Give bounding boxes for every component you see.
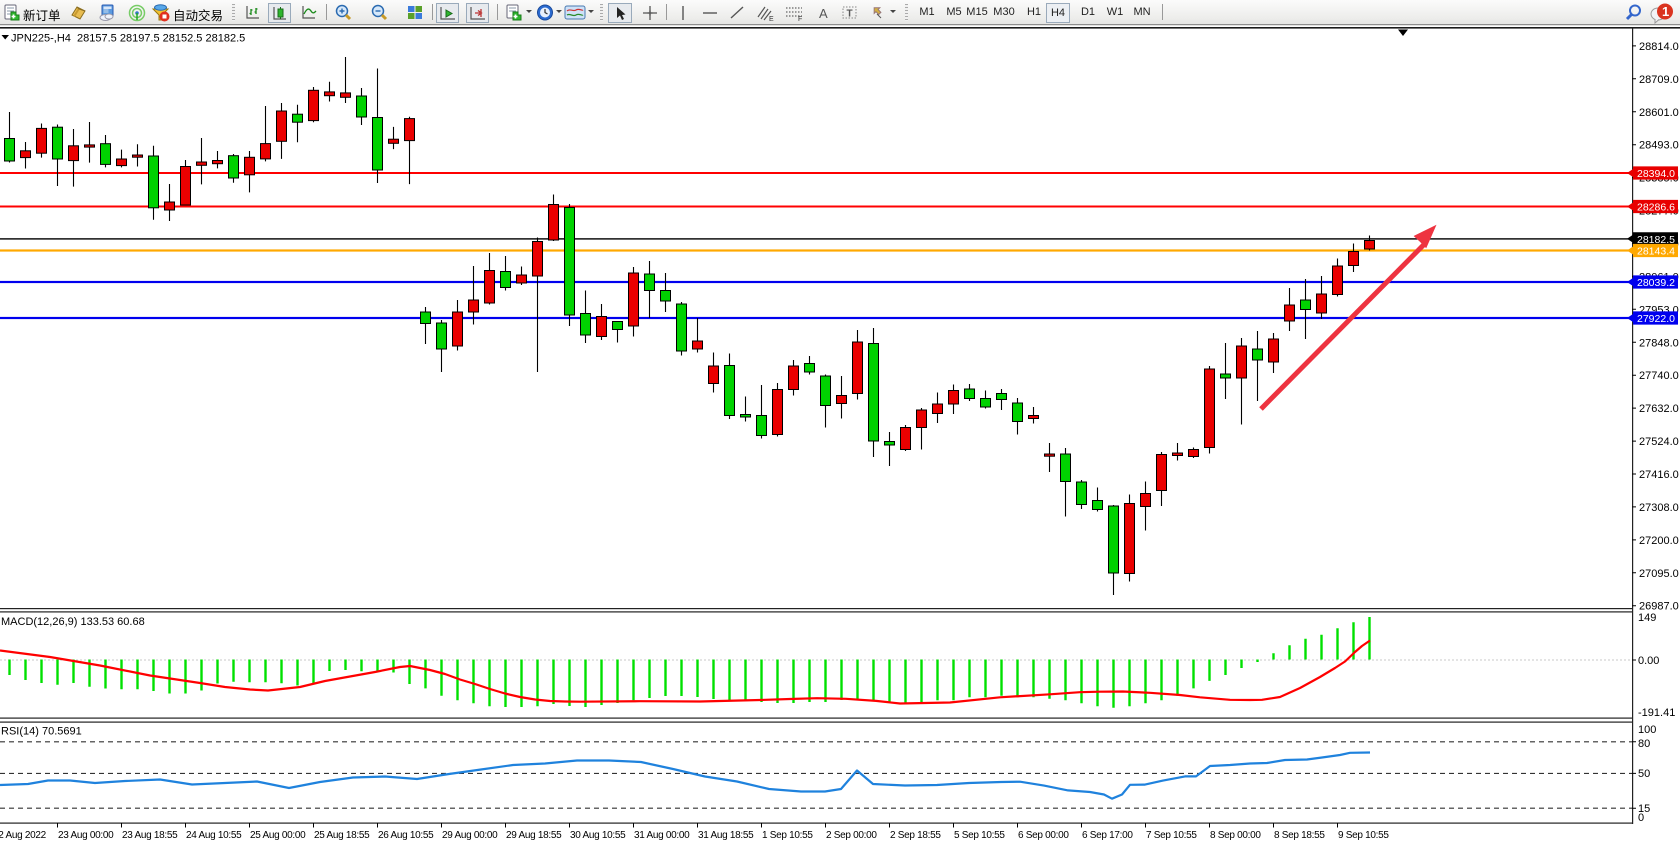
svg-text:0.00: 0.00 [1638,655,1659,667]
svg-text:26 Aug 10:55: 26 Aug 10:55 [378,830,434,841]
svg-text:28814.0: 28814.0 [1639,41,1679,53]
svg-text:28493.0: 28493.0 [1639,140,1679,152]
svg-text:25 Aug 00:00: 25 Aug 00:00 [250,830,306,841]
svg-text:27308.0: 27308.0 [1639,502,1679,514]
svg-text:27632.0: 27632.0 [1639,403,1679,415]
svg-text:8 Sep 18:55: 8 Sep 18:55 [1274,830,1325,841]
svg-text:7 Sep 10:55: 7 Sep 10:55 [1146,830,1197,841]
svg-text:T: T [847,9,853,20]
svg-text:23 Aug 18:55: 23 Aug 18:55 [122,830,178,841]
svg-text:MACD(12,26,9) 133.53 60.68: MACD(12,26,9) 133.53 60.68 [1,616,145,628]
svg-text:23 Aug 00:00: 23 Aug 00:00 [58,830,114,841]
svg-text:1 Sep 10:55: 1 Sep 10:55 [762,830,813,841]
svg-text:6 Sep 00:00: 6 Sep 00:00 [1018,830,1069,841]
svg-text:6 Sep 17:00: 6 Sep 17:00 [1082,830,1133,841]
svg-text:30 Aug 10:55: 30 Aug 10:55 [570,830,626,841]
svg-text:27524.0: 27524.0 [1639,436,1679,448]
svg-text:-191.41: -191.41 [1638,707,1675,719]
svg-text:50: 50 [1638,768,1650,780]
svg-text:A: A [819,6,828,21]
svg-text:15: 15 [1638,803,1650,815]
svg-text:JPN225-,H4 28157.5 28197.5 28: JPN225-,H4 28157.5 28197.5 28152.5 28182… [11,33,245,45]
svg-text:5 Sep 10:55: 5 Sep 10:55 [954,830,1005,841]
svg-text:26987.0: 26987.0 [1639,601,1679,613]
svg-text:29 Aug 00:00: 29 Aug 00:00 [442,830,498,841]
svg-text:100: 100 [1638,724,1656,736]
svg-text:1: 1 [1662,4,1669,19]
svg-text:31 Aug 00:00: 31 Aug 00:00 [634,830,690,841]
svg-text:2 Sep 18:55: 2 Sep 18:55 [890,830,941,841]
svg-text:28039.2: 28039.2 [1637,277,1675,289]
svg-text:2 Sep 00:00: 2 Sep 00:00 [826,830,877,841]
svg-text:28143.4: 28143.4 [1637,246,1675,258]
svg-text:149: 149 [1638,612,1656,624]
svg-text:27095.0: 27095.0 [1639,568,1679,580]
svg-text:31 Aug 18:55: 31 Aug 18:55 [698,830,754,841]
svg-text:25 Aug 18:55: 25 Aug 18:55 [314,830,370,841]
svg-text:28709.0: 28709.0 [1639,74,1679,86]
svg-text:29 Aug 18:55: 29 Aug 18:55 [506,830,562,841]
svg-text:27740.0: 27740.0 [1639,370,1679,382]
svg-text:28601.0: 28601.0 [1639,107,1679,119]
svg-text:28394.0: 28394.0 [1637,168,1675,180]
svg-text:F: F [798,16,802,23]
svg-text:28286.6: 28286.6 [1637,202,1675,214]
svg-text:24 Aug 10:55: 24 Aug 10:55 [186,830,242,841]
svg-text:22 Aug 2022: 22 Aug 2022 [0,830,47,841]
svg-text:27922.0: 27922.0 [1637,313,1675,325]
svg-text:9 Sep 10:55: 9 Sep 10:55 [1338,830,1389,841]
svg-text:8 Sep 00:00: 8 Sep 00:00 [1210,830,1261,841]
svg-text:RSI(14) 70.5691: RSI(14) 70.5691 [1,726,82,738]
svg-text:E: E [769,16,774,23]
svg-text:27848.0: 27848.0 [1639,337,1679,349]
svg-text:80: 80 [1638,738,1650,750]
svg-text:28182.5: 28182.5 [1637,234,1675,246]
svg-text:27200.0: 27200.0 [1639,535,1679,547]
svg-text:27416.0: 27416.0 [1639,469,1679,481]
svg-text:0: 0 [1638,812,1644,824]
